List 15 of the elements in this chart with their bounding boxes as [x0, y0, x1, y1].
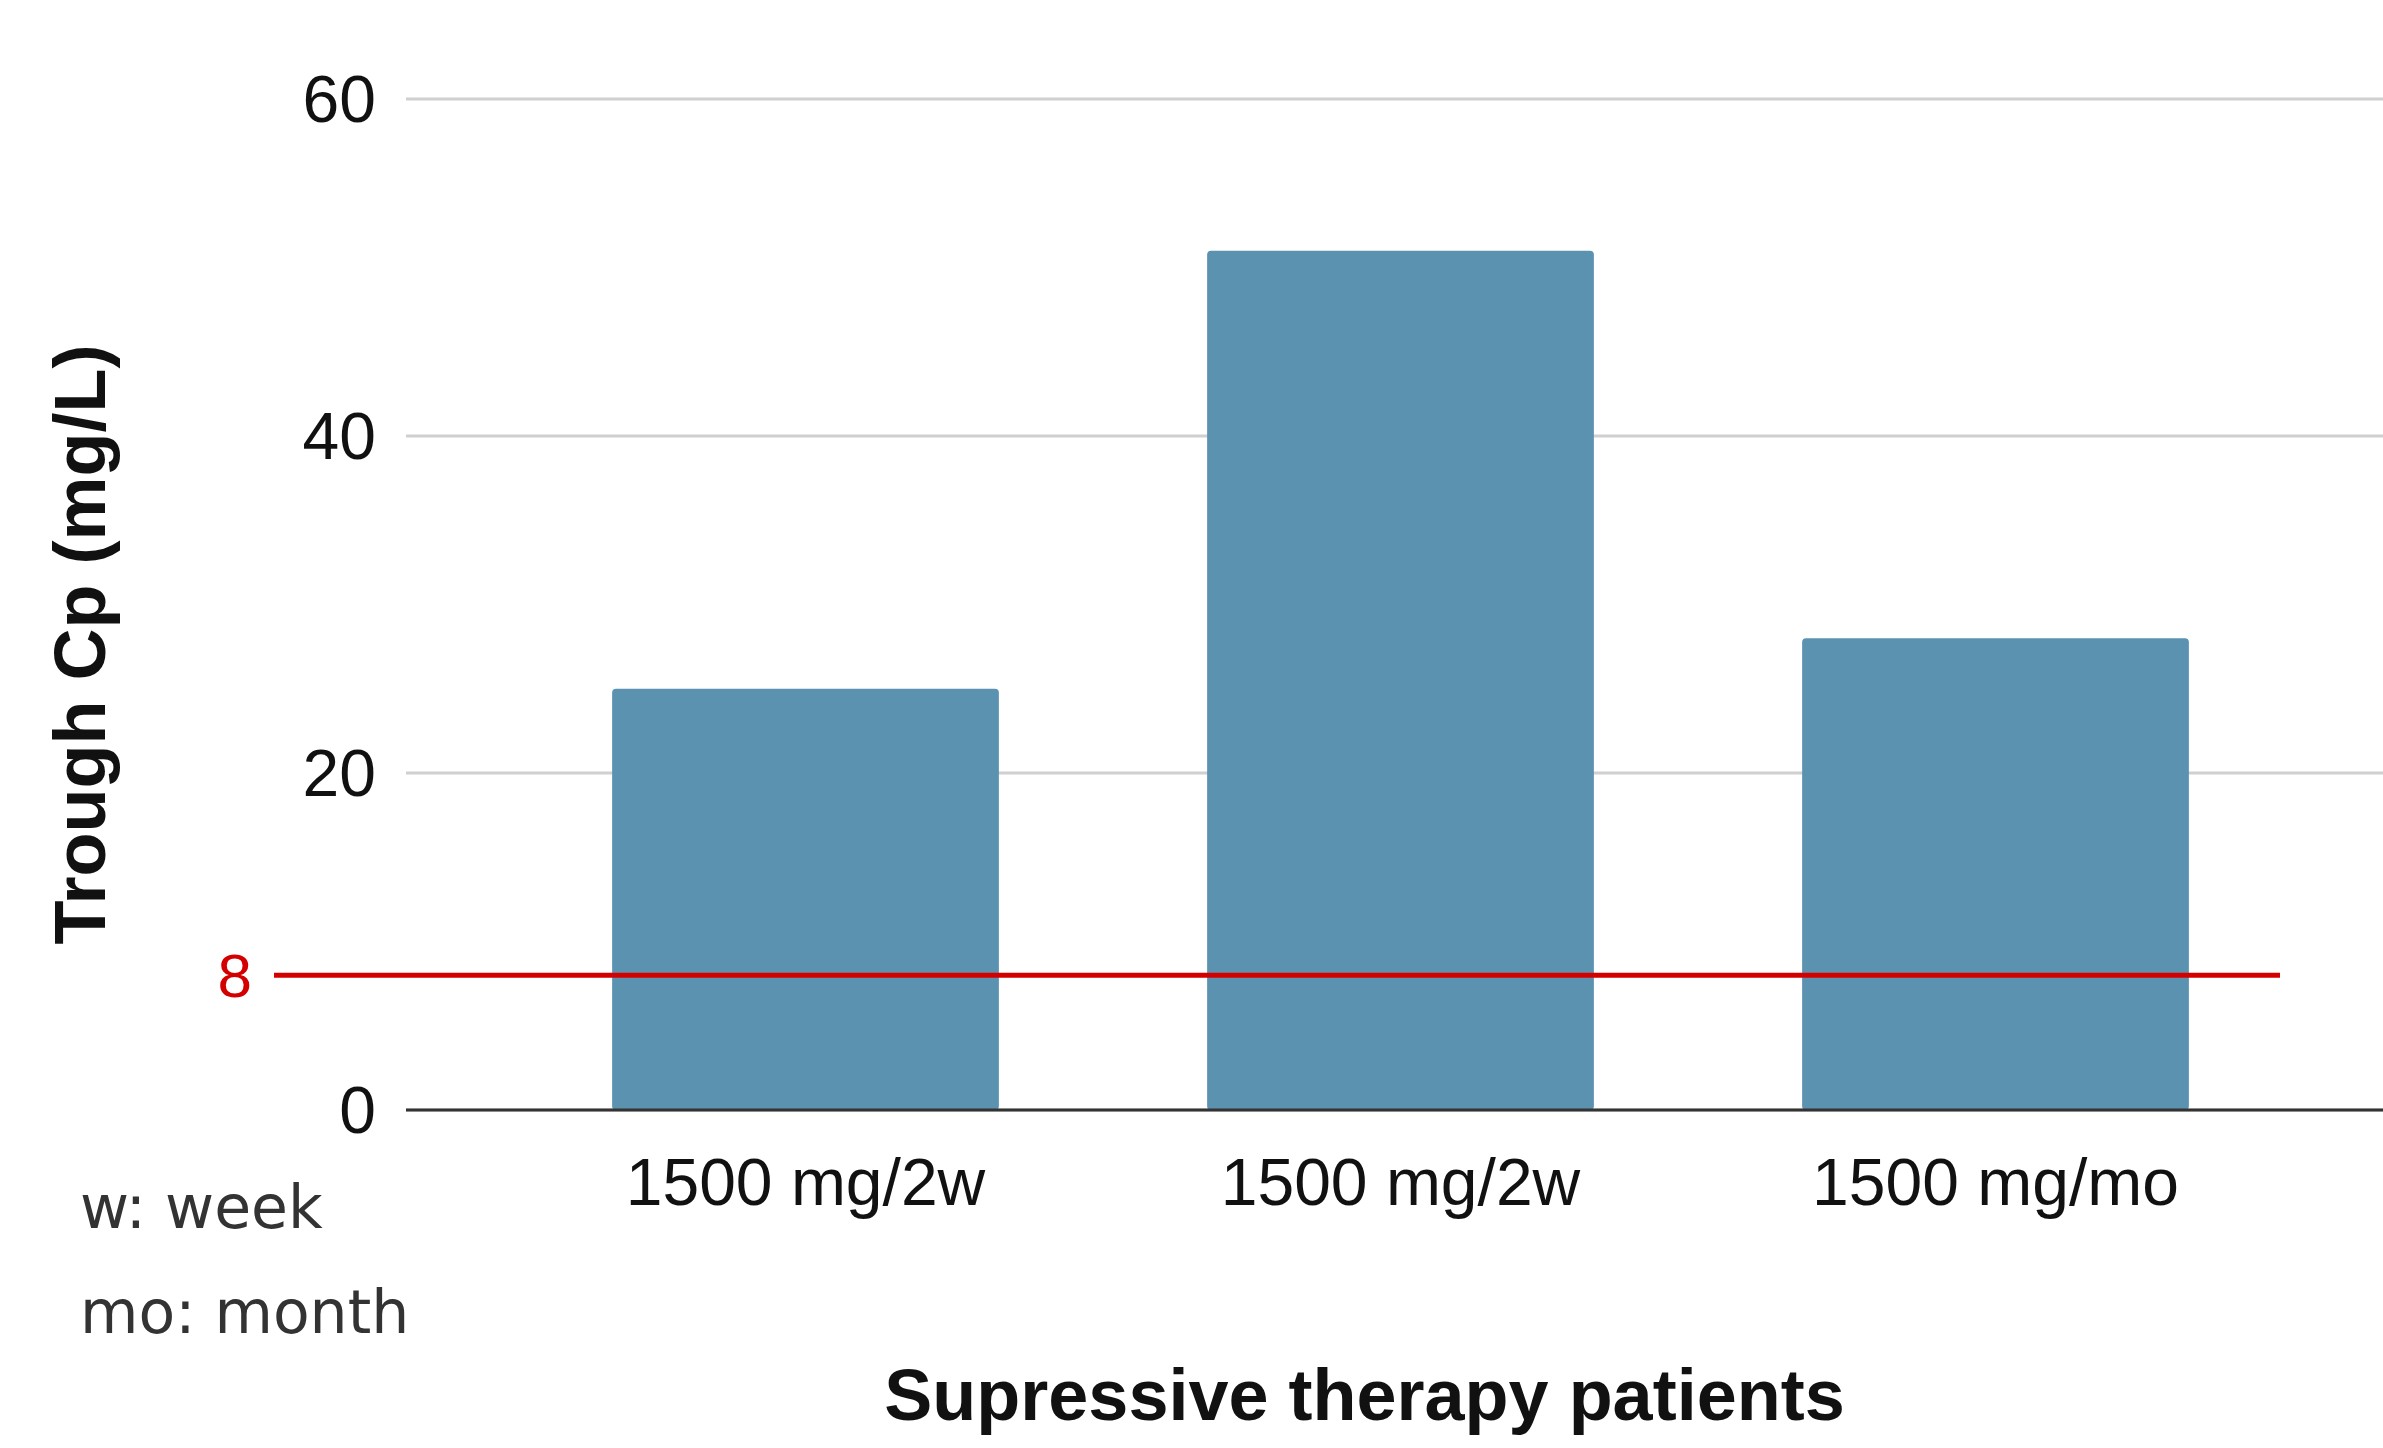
- x-axis-title: Supressive therapy patients: [884, 1355, 1845, 1435]
- text: w: week: [80, 1172, 323, 1242]
- ref-line-label: 8: [217, 940, 252, 1010]
- bar: [612, 688, 999, 1110]
- bar: [1802, 638, 2189, 1110]
- text: mo: month: [80, 1277, 410, 1347]
- x-tick-label: 1500 mg/2w: [1220, 1145, 1581, 1219]
- y-tick-label: 60: [302, 62, 376, 137]
- y-tick-label: 40: [302, 399, 376, 474]
- y-tick-label: 20: [302, 736, 376, 811]
- y-axis-title: Trough Cp (mg/L): [40, 344, 120, 945]
- bar: [1207, 250, 1594, 1110]
- y-tick-label: 0: [339, 1073, 376, 1148]
- x-tick-label: 1500 mg/mo: [1812, 1145, 2179, 1219]
- x-tick-label: 1500 mg/2w: [625, 1145, 986, 1219]
